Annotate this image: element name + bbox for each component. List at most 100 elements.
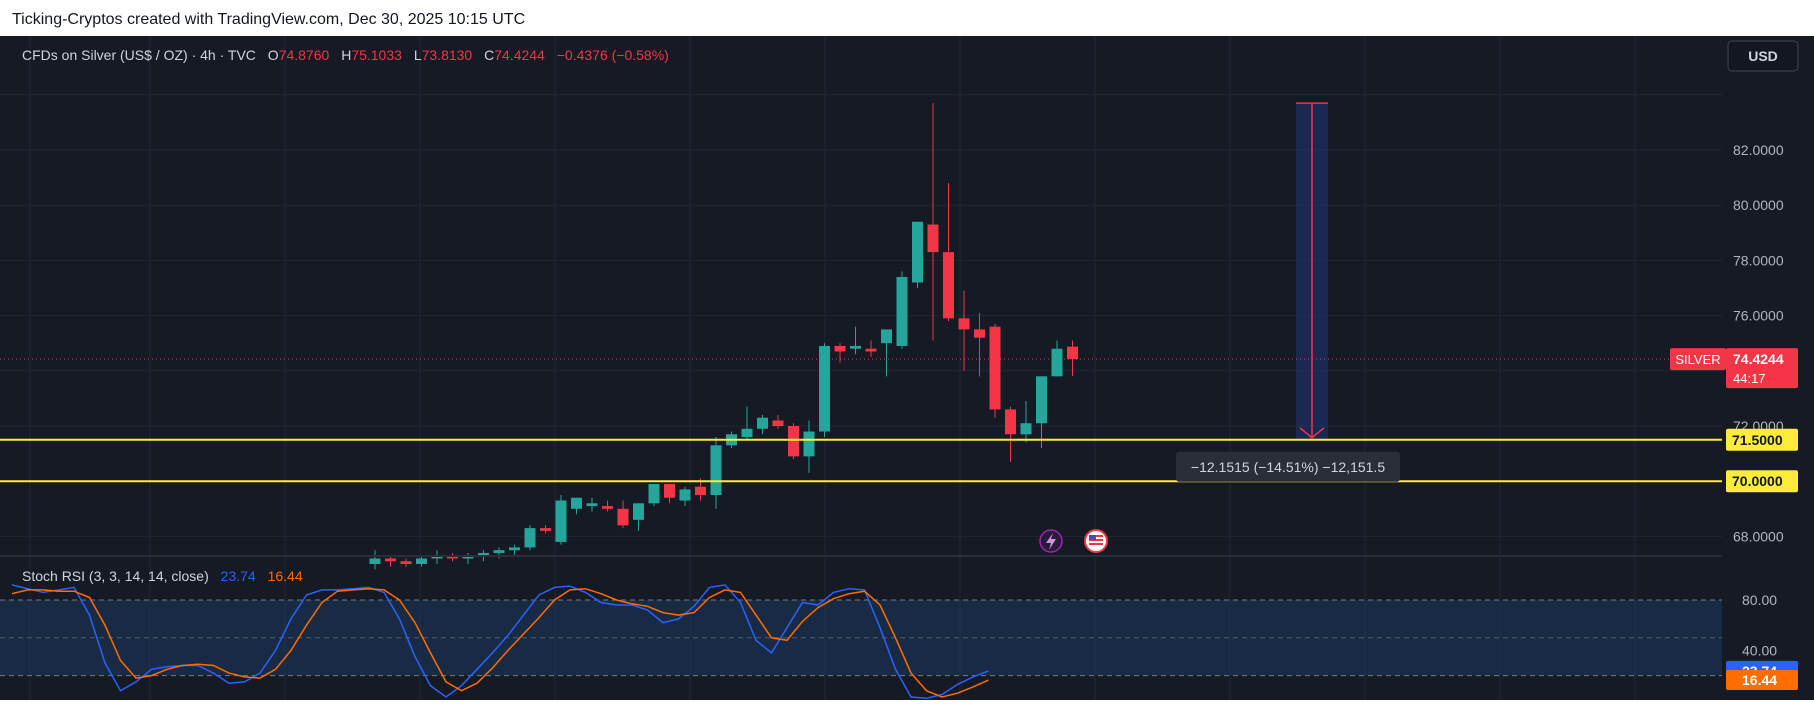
hline-upper-label: 71.5000 [1726,428,1798,451]
candle-down [664,483,675,504]
candle-body [617,508,629,526]
change-value: −0.4376 (−0.58%) [557,47,669,63]
attribution-header: Ticking-Cryptos created with TradingView… [0,0,1814,36]
candle-body [524,528,536,548]
candle-body [493,550,505,553]
open-label: O [268,47,279,63]
high-label: H [341,47,351,63]
candle-up [819,343,830,438]
candle-down [1067,340,1078,376]
main-legend[interactable]: CFDs on Silver (US$ / OZ) · 4h · TVC O 74… [22,47,669,63]
candle-body [1051,348,1063,377]
candle-up [431,550,443,564]
hline-upper-label-text: 71.5000 [1732,432,1783,448]
close-value: 74.4244 [494,47,545,63]
candle-down [927,103,939,341]
candle-up [633,503,644,531]
candle-down [974,312,985,377]
candle-body [509,547,520,551]
candle-up [881,329,892,377]
symbol-tag: SILVER [1670,348,1726,371]
stoch-legend[interactable]: Stoch RSI (3, 3, 14, 14, close) 23.74 16… [22,568,303,584]
candle-body [912,221,923,283]
candle-body [710,445,722,495]
candle-body [369,558,381,564]
last-price-value: 74.4244 [1733,351,1784,367]
price-tick-label: 80.0000 [1733,197,1784,213]
candle-down [865,340,877,357]
lightning-event-icon[interactable] [1039,529,1063,553]
stoch-d-tag-value: 16.44 [1742,672,1777,688]
candle-up [462,552,474,564]
stoch-d-line [11,587,989,698]
measure-label: −12.1515 (−14.51%) −12,151.5 [1176,451,1400,482]
stoch-axis-ticks: 80.00 40.00 [1742,592,1777,658]
candle-down [788,423,799,460]
stoch-k-legend-value: 23.74 [221,568,256,584]
candle-body [1067,346,1078,360]
candle-body [788,426,799,457]
candle-down [1005,406,1016,462]
price-tick-label: 82.0000 [1733,142,1784,158]
candle-body [757,417,768,429]
attribution-text: Ticking-Cryptos created with TradingView… [12,11,526,28]
candle-body [927,224,939,253]
measure-label-text: −12.1515 (−14.51%) −12,151.5 [1191,459,1385,475]
candle-body [431,555,443,559]
hline-lower-label: 70.0000 [1726,470,1798,493]
candle-up [416,555,427,567]
candle-up [850,326,861,355]
high-value: 75.1033 [351,47,402,63]
candle-down [617,500,629,529]
low-label: L [414,47,422,63]
candle-body [989,326,1001,410]
candle-body [741,428,753,438]
price-tick-label: 76.0000 [1733,308,1784,324]
candle-body [571,497,582,509]
candle-body [881,329,892,344]
close-label: C [484,47,494,63]
chart-panel[interactable]: −12.1515 (−14.51%) −12,151.5 82.0000 80.0… [0,36,1814,700]
stoch-d-legend-value: 16.44 [268,568,303,584]
stoch-tick-label: 80.00 [1742,592,1777,608]
candle-body [1036,376,1047,424]
chart-svg[interactable]: −12.1515 (−14.51%) −12,151.5 82.0000 80.0… [0,36,1814,700]
candle-up [586,497,598,512]
candle-body [1005,409,1016,435]
candle-body [943,252,954,319]
candle-up [524,525,536,551]
currency-button[interactable]: USD [1727,40,1799,72]
stoch-d-tag: 16.44 [1726,670,1798,690]
hline-lower-label-text: 70.0000 [1732,473,1783,489]
candle-body [695,486,706,495]
candle-up [912,221,923,288]
candle-up [757,414,768,435]
us-flag-event-icon[interactable] [1084,529,1108,553]
candle-up [803,420,815,473]
candles-group [369,103,1078,570]
measure-arrow-head [1299,427,1325,439]
candle-down [989,323,1001,418]
candle-up [571,497,582,515]
candle-body [416,558,427,564]
price-tick-label: 68.0000 [1733,528,1784,544]
candle-body [679,489,691,501]
candle-body [602,506,613,509]
candle-body [633,503,644,520]
currency-button-label: USD [1748,48,1778,64]
candle-body [385,558,396,562]
candle-body [540,528,551,531]
candle-up [1036,376,1047,449]
candle-down [540,525,551,534]
candle-body [586,503,598,507]
candle-body [478,552,489,556]
candle-up [509,544,520,556]
candle-body [555,500,567,542]
symbol-description: CFDs on Silver (US$ / OZ) · 4h · TVC [22,47,256,63]
measure-tool[interactable] [1296,102,1328,440]
candle-up [1051,340,1063,377]
candle-body [447,555,458,559]
candle-body [958,318,970,330]
stoch-k-line [11,584,989,700]
candle-body [819,345,830,432]
